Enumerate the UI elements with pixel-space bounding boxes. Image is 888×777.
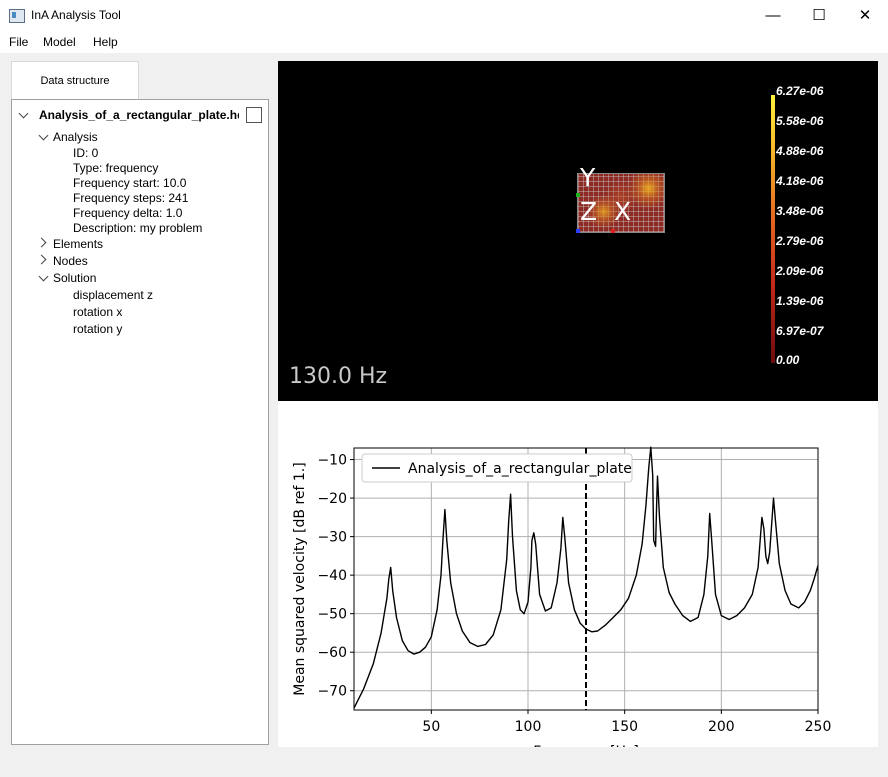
y-tick-label: −30 bbox=[317, 530, 347, 546]
x-tick-label: 50 bbox=[422, 719, 440, 735]
axis-label-y: Y bbox=[580, 163, 596, 192]
axis-label-x: X bbox=[614, 197, 632, 226]
tree-solution-rotation-x[interactable]: rotation x bbox=[73, 305, 123, 319]
x-tick-label: 150 bbox=[611, 719, 638, 735]
frequency-label: 130.0 Hz bbox=[289, 364, 388, 389]
y-tick-label: −10 bbox=[317, 453, 347, 469]
y-tick-label: −20 bbox=[317, 491, 347, 507]
x-tick-label: 200 bbox=[708, 719, 735, 735]
tree-prop-frequency-delta[interactable]: Frequency delta: 1.0 bbox=[73, 206, 183, 220]
tree-item-elements[interactable]: Elements bbox=[53, 237, 104, 251]
window-title: InA Analysis Tool bbox=[31, 8, 121, 22]
3d-viewport[interactable]: Y Z X 6.27e-06 5.58e-06 4.88e-06 4.18e-0… bbox=[278, 61, 878, 401]
expand-arrow-icon[interactable] bbox=[38, 130, 49, 141]
menu-file[interactable]: File bbox=[9, 35, 29, 49]
collapsed-arrow-icon[interactable] bbox=[36, 237, 47, 248]
x-axis-label: Frequency [Hz] bbox=[533, 744, 639, 747]
tree-prop-frequency-start[interactable]: Frequency start: 10.0 bbox=[73, 176, 187, 190]
root-edit-box[interactable] bbox=[246, 107, 262, 123]
tree-solution-displacement-z[interactable]: displacement z bbox=[73, 288, 154, 302]
x-tick-label: 250 bbox=[805, 719, 832, 735]
plate-mesh bbox=[577, 173, 665, 233]
expand-arrow-icon[interactable] bbox=[18, 108, 29, 119]
colorbar-label: 1.39e-06 bbox=[776, 294, 824, 308]
colorbar-label: 5.58e-06 bbox=[776, 114, 824, 128]
colorbar-label: 2.09e-06 bbox=[776, 264, 824, 278]
frequency-response-chart: 50 100 150 200 250 −10 −20 −30 −40 −50 −60 −70 Frequ… bbox=[292, 446, 832, 747]
colorbar-label: 0.00 bbox=[776, 353, 800, 367]
tree-solution-rotation-y[interactable]: rotation y bbox=[73, 322, 123, 336]
axis-label-z: Z bbox=[580, 197, 598, 226]
tab-data-structure[interactable]: Data structure bbox=[11, 61, 139, 100]
legend-box bbox=[361, 453, 633, 483]
colorbar-label: 4.18e-06 bbox=[776, 174, 824, 188]
maximize-button[interactable]: ☐ bbox=[812, 7, 826, 24]
colorbar-label: 2.79e-06 bbox=[776, 234, 824, 248]
y-tick-label: −40 bbox=[317, 568, 347, 584]
tree-prop-description[interactable]: Description: my problem bbox=[73, 221, 203, 235]
tree-item-solution[interactable]: Solution bbox=[53, 271, 97, 285]
colorbar-label: 6.97e-07 bbox=[776, 324, 824, 338]
expand-arrow-icon[interactable] bbox=[38, 271, 49, 282]
tree-prop-frequency-steps[interactable]: Frequency steps: 241 bbox=[73, 191, 189, 205]
tree-root[interactable]: Analysis_of_a_rectangular_plate.hd bbox=[39, 108, 239, 122]
y-axis-marker bbox=[576, 193, 580, 197]
collapsed-arrow-icon[interactable] bbox=[36, 254, 47, 265]
y-axis-label: Mean squared velocity [dB ref 1.] bbox=[292, 462, 308, 695]
x-axis-marker bbox=[611, 229, 615, 233]
colorbar bbox=[771, 95, 775, 363]
x-tick-label: 100 bbox=[515, 719, 542, 735]
colorbar-label: 6.27e-06 bbox=[776, 84, 824, 98]
y-tick-label: −50 bbox=[317, 607, 347, 623]
tree-item-analysis[interactable]: Analysis bbox=[53, 130, 98, 144]
close-button[interactable]: ✕ bbox=[858, 7, 872, 24]
frequency-response-plot[interactable]: 50 100 150 200 250 −10 −20 −30 −40 −50 −60 −70 Frequ… bbox=[278, 401, 878, 747]
colorbar-label: 3.48e-06 bbox=[776, 204, 824, 218]
menu-help[interactable]: Help bbox=[93, 35, 118, 49]
minimize-button[interactable]: — bbox=[765, 7, 781, 24]
z-axis-marker bbox=[576, 229, 580, 233]
status-bar bbox=[0, 747, 888, 777]
tree-prop-type[interactable]: Type: frequency bbox=[73, 161, 159, 175]
menu-model[interactable]: Model bbox=[43, 35, 76, 49]
tree-prop-id[interactable]: ID: 0 bbox=[73, 146, 99, 160]
menu-bar: File Model Help bbox=[0, 31, 888, 53]
tree-item-nodes[interactable]: Nodes bbox=[53, 254, 88, 268]
colorbar-label: 4.88e-06 bbox=[776, 144, 824, 158]
data-structure-tree[interactable]: Analysis_of_a_rectangular_plate.hd Analy… bbox=[11, 99, 269, 745]
app-icon bbox=[9, 9, 25, 23]
y-tick-label: −60 bbox=[317, 645, 347, 661]
y-tick-label: −70 bbox=[317, 684, 347, 700]
legend-label: Analysis_of_a_rectangular_plate bbox=[408, 461, 632, 477]
title-bar: InA Analysis Tool — ☐ ✕ bbox=[0, 0, 888, 31]
